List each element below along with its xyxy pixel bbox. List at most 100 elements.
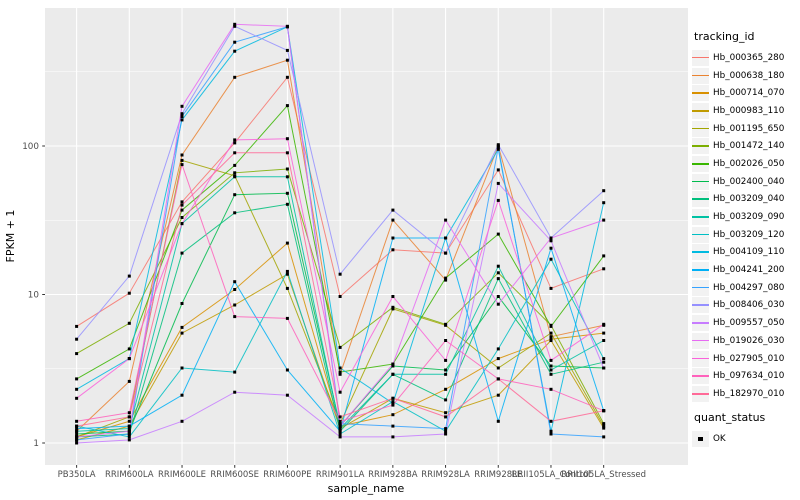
- legend-color-line-icon: [692, 322, 709, 324]
- legend-key: [692, 368, 709, 385]
- legend-item: Hb_182970_010: [692, 385, 800, 403]
- data-point: [180, 331, 184, 335]
- data-point: [496, 147, 500, 151]
- data-point: [391, 208, 395, 212]
- x-axis-labels: PB350LA RRIM600LA RRIM600LE RRIM600SE RRIM60…: [58, 470, 646, 480]
- data-point: [496, 419, 500, 423]
- data-point: [285, 137, 289, 141]
- data-point: [75, 337, 79, 341]
- legend-key: [692, 332, 709, 349]
- legend-label: Hb_002400_040: [713, 176, 785, 187]
- data-point: [444, 432, 448, 436]
- legend-key: [692, 49, 709, 66]
- legend-label: Hb_004241_200: [713, 265, 785, 276]
- data-point: [75, 424, 79, 428]
- data-point: [602, 357, 606, 361]
- data-point: [127, 427, 131, 431]
- legend-item: Hb_001195_650: [692, 120, 800, 138]
- data-point: [338, 272, 342, 276]
- data-point: [285, 393, 289, 397]
- data-point: [602, 366, 606, 370]
- data-point: [233, 24, 237, 28]
- data-point: [127, 429, 131, 433]
- legend-item-quant-status: OK: [692, 430, 800, 448]
- data-point: [338, 435, 342, 439]
- legend-label: Hb_004109_110: [713, 247, 785, 258]
- data-point: [180, 222, 184, 226]
- legend-key: [692, 385, 709, 402]
- data-point: [233, 303, 237, 307]
- data-point: [602, 339, 606, 342]
- data-point: [127, 411, 131, 415]
- legend-label: Hb_000714_070: [713, 88, 785, 99]
- data-point: [75, 352, 79, 356]
- data-point: [127, 432, 131, 436]
- data-point: [338, 424, 342, 428]
- data-point: [444, 251, 448, 255]
- data-point: [127, 379, 131, 383]
- data-point: [444, 339, 448, 342]
- legend-item: Hb_009557_050: [692, 314, 800, 332]
- data-point: [496, 366, 500, 370]
- data-point: [285, 75, 289, 79]
- legend-color-line-icon: [692, 216, 709, 218]
- data-point: [338, 429, 342, 433]
- data-point: [549, 239, 553, 243]
- data-point: [391, 236, 395, 240]
- legend-item: Hb_001472_140: [692, 137, 800, 155]
- legend-key: [692, 244, 709, 261]
- data-point: [75, 429, 79, 433]
- x-tick-label: PB350LA: [58, 470, 96, 480]
- data-point: [233, 163, 237, 167]
- data-point: [127, 424, 131, 428]
- y-axis-labels: 1 10 100: [22, 142, 39, 449]
- data-point: [75, 387, 79, 391]
- data-point: [127, 415, 131, 419]
- data-point: [602, 360, 606, 364]
- legend-label: Hb_009557_050: [713, 318, 785, 329]
- legend-item: Hb_004241_200: [692, 261, 800, 279]
- data-point: [180, 104, 184, 108]
- legend-key: [692, 262, 709, 279]
- data-point: [285, 191, 289, 195]
- data-point: [602, 254, 606, 258]
- data-point: [602, 322, 606, 326]
- data-point: [233, 49, 237, 53]
- data-point: [233, 175, 237, 179]
- data-point: [180, 203, 184, 207]
- data-point: [496, 357, 500, 361]
- x-axis-title: sample_name: [328, 482, 405, 495]
- data-point: [602, 409, 606, 413]
- data-point: [549, 246, 553, 250]
- data-point: [233, 40, 237, 44]
- data-point: [444, 218, 448, 222]
- legend-item: Hb_002026_050: [692, 155, 800, 173]
- data-point: [549, 257, 553, 261]
- legend-key: [692, 430, 709, 447]
- data-point: [285, 58, 289, 62]
- data-point: [127, 419, 131, 423]
- legend-key: [692, 315, 709, 332]
- data-point: [549, 331, 553, 335]
- data-point: [180, 302, 184, 305]
- data-point: [285, 316, 289, 320]
- data-point: [338, 432, 342, 436]
- data-point: [549, 236, 553, 240]
- data-point: [285, 151, 289, 155]
- data-point: [75, 441, 79, 445]
- legend-key: [692, 173, 709, 190]
- legend-color-line-icon: [692, 375, 709, 377]
- data-point: [285, 286, 289, 290]
- data-point: [391, 248, 395, 252]
- data-points: [75, 22, 606, 445]
- data-point: [180, 216, 184, 219]
- data-point: [602, 424, 606, 428]
- data-point: [127, 357, 131, 361]
- legend-key: [692, 191, 709, 208]
- data-point: [602, 331, 606, 335]
- data-point: [338, 372, 342, 376]
- legend-item: Hb_008406_030: [692, 297, 800, 315]
- y-tick-label: 10: [28, 291, 40, 301]
- data-point: [602, 435, 606, 439]
- data-point: [75, 435, 79, 439]
